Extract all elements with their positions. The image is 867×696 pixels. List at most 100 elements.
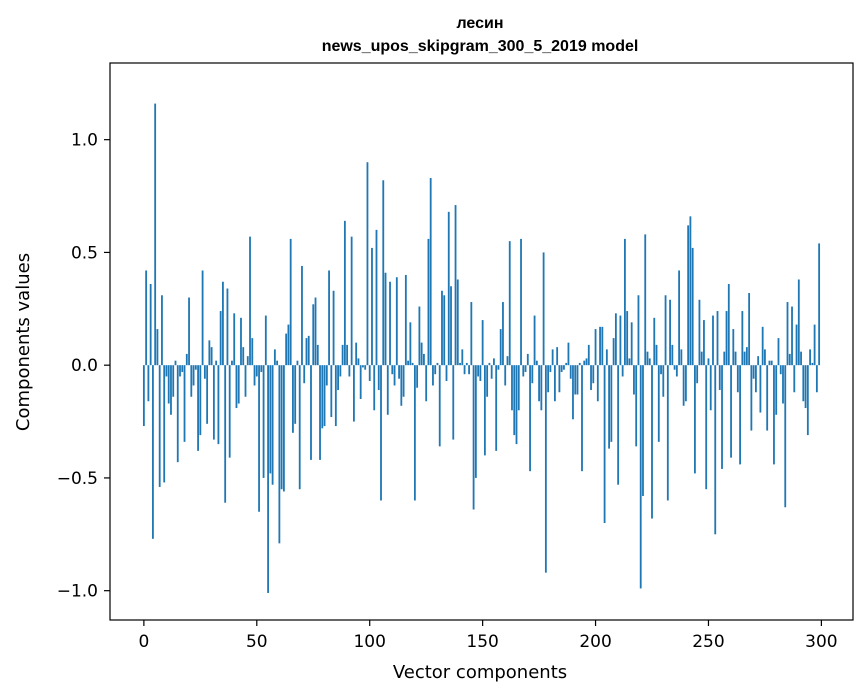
bar [271,365,274,485]
bar [714,365,717,535]
bar [294,365,297,424]
bar [804,365,807,409]
bar [596,365,599,402]
bar [249,236,251,366]
bar [687,225,690,366]
bar [703,320,705,366]
bar [409,322,412,366]
bar [301,265,303,366]
bar [167,365,170,404]
bar [269,365,272,474]
bar [332,290,335,366]
bar [262,365,265,478]
bar [206,365,209,424]
bar [201,270,204,366]
bar [465,362,468,366]
bar [786,302,789,366]
bar [524,365,527,372]
bar [696,365,699,384]
bar [797,279,800,366]
bar [718,365,721,390]
plot-frame [109,62,854,621]
bar [520,238,522,366]
bar [364,365,367,370]
bar [231,360,233,366]
bar [621,365,624,377]
y-tick-label: −1.0 [57,582,98,602]
bar [445,365,448,381]
bar [158,365,161,487]
bar [707,358,710,366]
bar [222,281,224,366]
bar [750,365,753,431]
y-tick-label: 0.0 [71,356,98,376]
x-tick-label: 200 [579,632,611,652]
bar [793,365,796,393]
bar [766,365,769,431]
bar [583,360,586,366]
bar [447,211,450,366]
bar [330,365,333,418]
bar [581,365,583,472]
bar [526,353,529,366]
bar [761,326,764,366]
bar [666,365,669,501]
bar [479,365,482,381]
bar [337,365,339,390]
bar [788,353,791,366]
bar [255,365,258,377]
bar [644,234,647,366]
bar [759,365,762,413]
bar [660,365,662,375]
bar [775,365,778,415]
bar [567,342,570,366]
bar [497,365,500,370]
bar [617,365,620,485]
bar [280,365,283,490]
bar [736,365,739,393]
bar [161,295,163,366]
bar [504,365,507,386]
bar [540,365,543,411]
bar [700,351,703,366]
bar [185,353,188,366]
bar [628,358,631,366]
bar [219,311,222,366]
bar [544,365,547,573]
bar [181,365,184,372]
bar [425,365,428,402]
bar [795,324,798,366]
bar [423,353,425,366]
bar [321,365,324,429]
bar [619,315,622,366]
bar [468,365,470,375]
bar [474,365,477,478]
bar [188,297,190,366]
bar [179,365,181,377]
bar [709,365,712,411]
bar [603,365,606,524]
bar [260,365,263,372]
bar [190,365,193,397]
bar [170,365,172,415]
bar [226,288,229,366]
bar [307,335,310,366]
x-axis-label: Vector components [393,662,567,683]
bar [368,365,371,381]
bar [228,365,231,458]
bar [682,365,685,406]
bar [328,270,330,366]
bar [535,360,538,366]
bar [734,351,737,366]
bar [651,365,653,519]
bar [723,351,726,366]
x-axis-ticks: 0 50 100 150 200 250 300 [138,620,838,652]
bar [506,356,509,366]
bar [154,103,157,366]
bar [434,365,437,375]
bar [633,365,635,395]
bar [624,238,626,366]
bar [429,178,432,366]
bar [400,365,403,406]
bar [517,365,520,411]
